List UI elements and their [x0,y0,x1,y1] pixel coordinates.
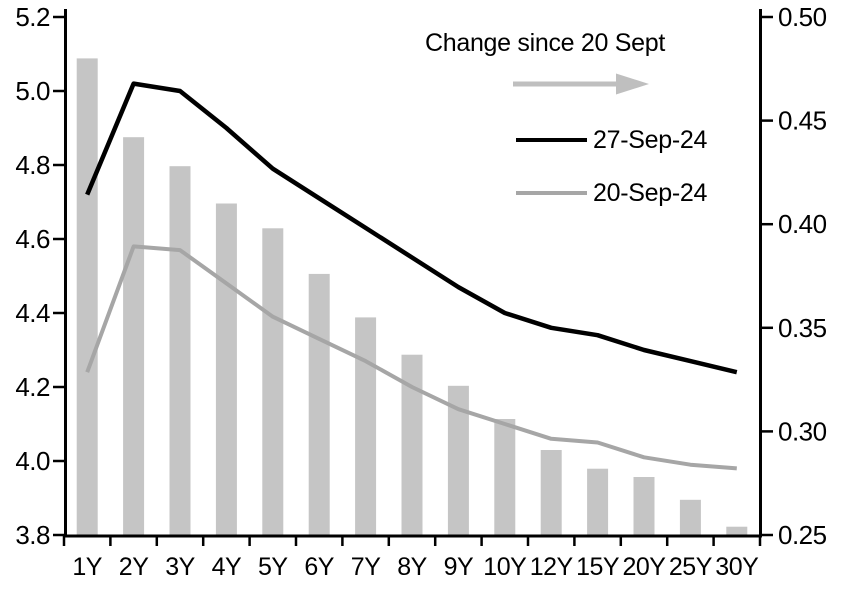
series-line-27-sep-24 [85,81,738,375]
change-arrow-icon [513,73,649,95]
x-axis-label-7Y: 7Y [351,553,381,581]
x-axis-label-2Y: 2Y [119,553,149,581]
left-axis-label-3.8: 3.8 [15,520,50,550]
x-axis-label-30Y: 30Y [715,553,759,581]
bar-4Y [215,203,237,536]
x-axis-label-9Y: 9Y [444,553,474,581]
left-axis-label-4.2: 4.2 [15,372,50,402]
right-axis-label-0.35: 0.35 [778,313,827,343]
x-axis-label-20Y: 20Y [623,553,667,581]
x-axis-label-4Y: 4Y [212,553,242,581]
left-axis-label-4.8: 4.8 [15,150,50,180]
x-axis-label-5Y: 5Y [258,553,288,581]
legend-label-27sep: 27-Sep-24 [593,125,708,154]
left-axis-label-5.2: 5.2 [15,2,50,32]
x-axis-label-6Y: 6Y [304,553,334,581]
left-axis-label-4.4: 4.4 [15,298,50,328]
x-axis-label-25Y: 25Y [669,553,713,581]
x-axis-label-15Y: 15Y [576,553,620,581]
right-axis-label-0.45: 0.45 [778,106,827,136]
bar-7Y [355,317,377,536]
bar-20Y [633,477,655,536]
left-axis-label-4.0: 4.0 [15,446,50,476]
bar-10Y [494,419,516,536]
series-line-20-sep-24 [85,244,737,471]
bar-2Y [123,137,145,536]
right-axis-label-0.30: 0.30 [778,416,827,446]
legend-line-sample-20sep [516,191,587,195]
left-axis-label-4.6: 4.6 [15,224,50,254]
bar-6Y [308,273,330,536]
legend-label-20sep: 20-Sep-24 [593,178,708,207]
x-axis-label-12Y: 12Y [530,553,574,581]
bar-5Y [262,228,284,537]
legend-entry-20sep: 20-Sep-24 [516,178,708,207]
bar-8Y [401,354,423,536]
bar-3Y [169,166,191,536]
right-axis-label-0.40: 0.40 [778,209,827,239]
x-axis-label-3Y: 3Y [165,553,195,581]
bar-9Y [447,385,469,536]
legend-entry-27sep: 27-Sep-24 [516,125,708,154]
x-axis-label-8Y: 8Y [397,553,427,581]
bar-1Y [76,58,98,537]
x-axis-label-1Y: 1Y [72,553,102,581]
bar-25Y [679,499,701,536]
legend-title: Change since 20 Sept [424,29,665,57]
right-axis-label-0.25: 0.25 [778,520,827,550]
right-axis-label-0.50: 0.50 [778,2,827,32]
left-axis-label-5.0: 5.0 [15,76,50,106]
legend-line-sample-27sep [516,138,587,142]
bar-12Y [540,450,562,536]
bar-30Y [726,526,748,536]
bar-15Y [587,468,609,536]
x-axis-label-10Y: 10Y [483,553,527,581]
